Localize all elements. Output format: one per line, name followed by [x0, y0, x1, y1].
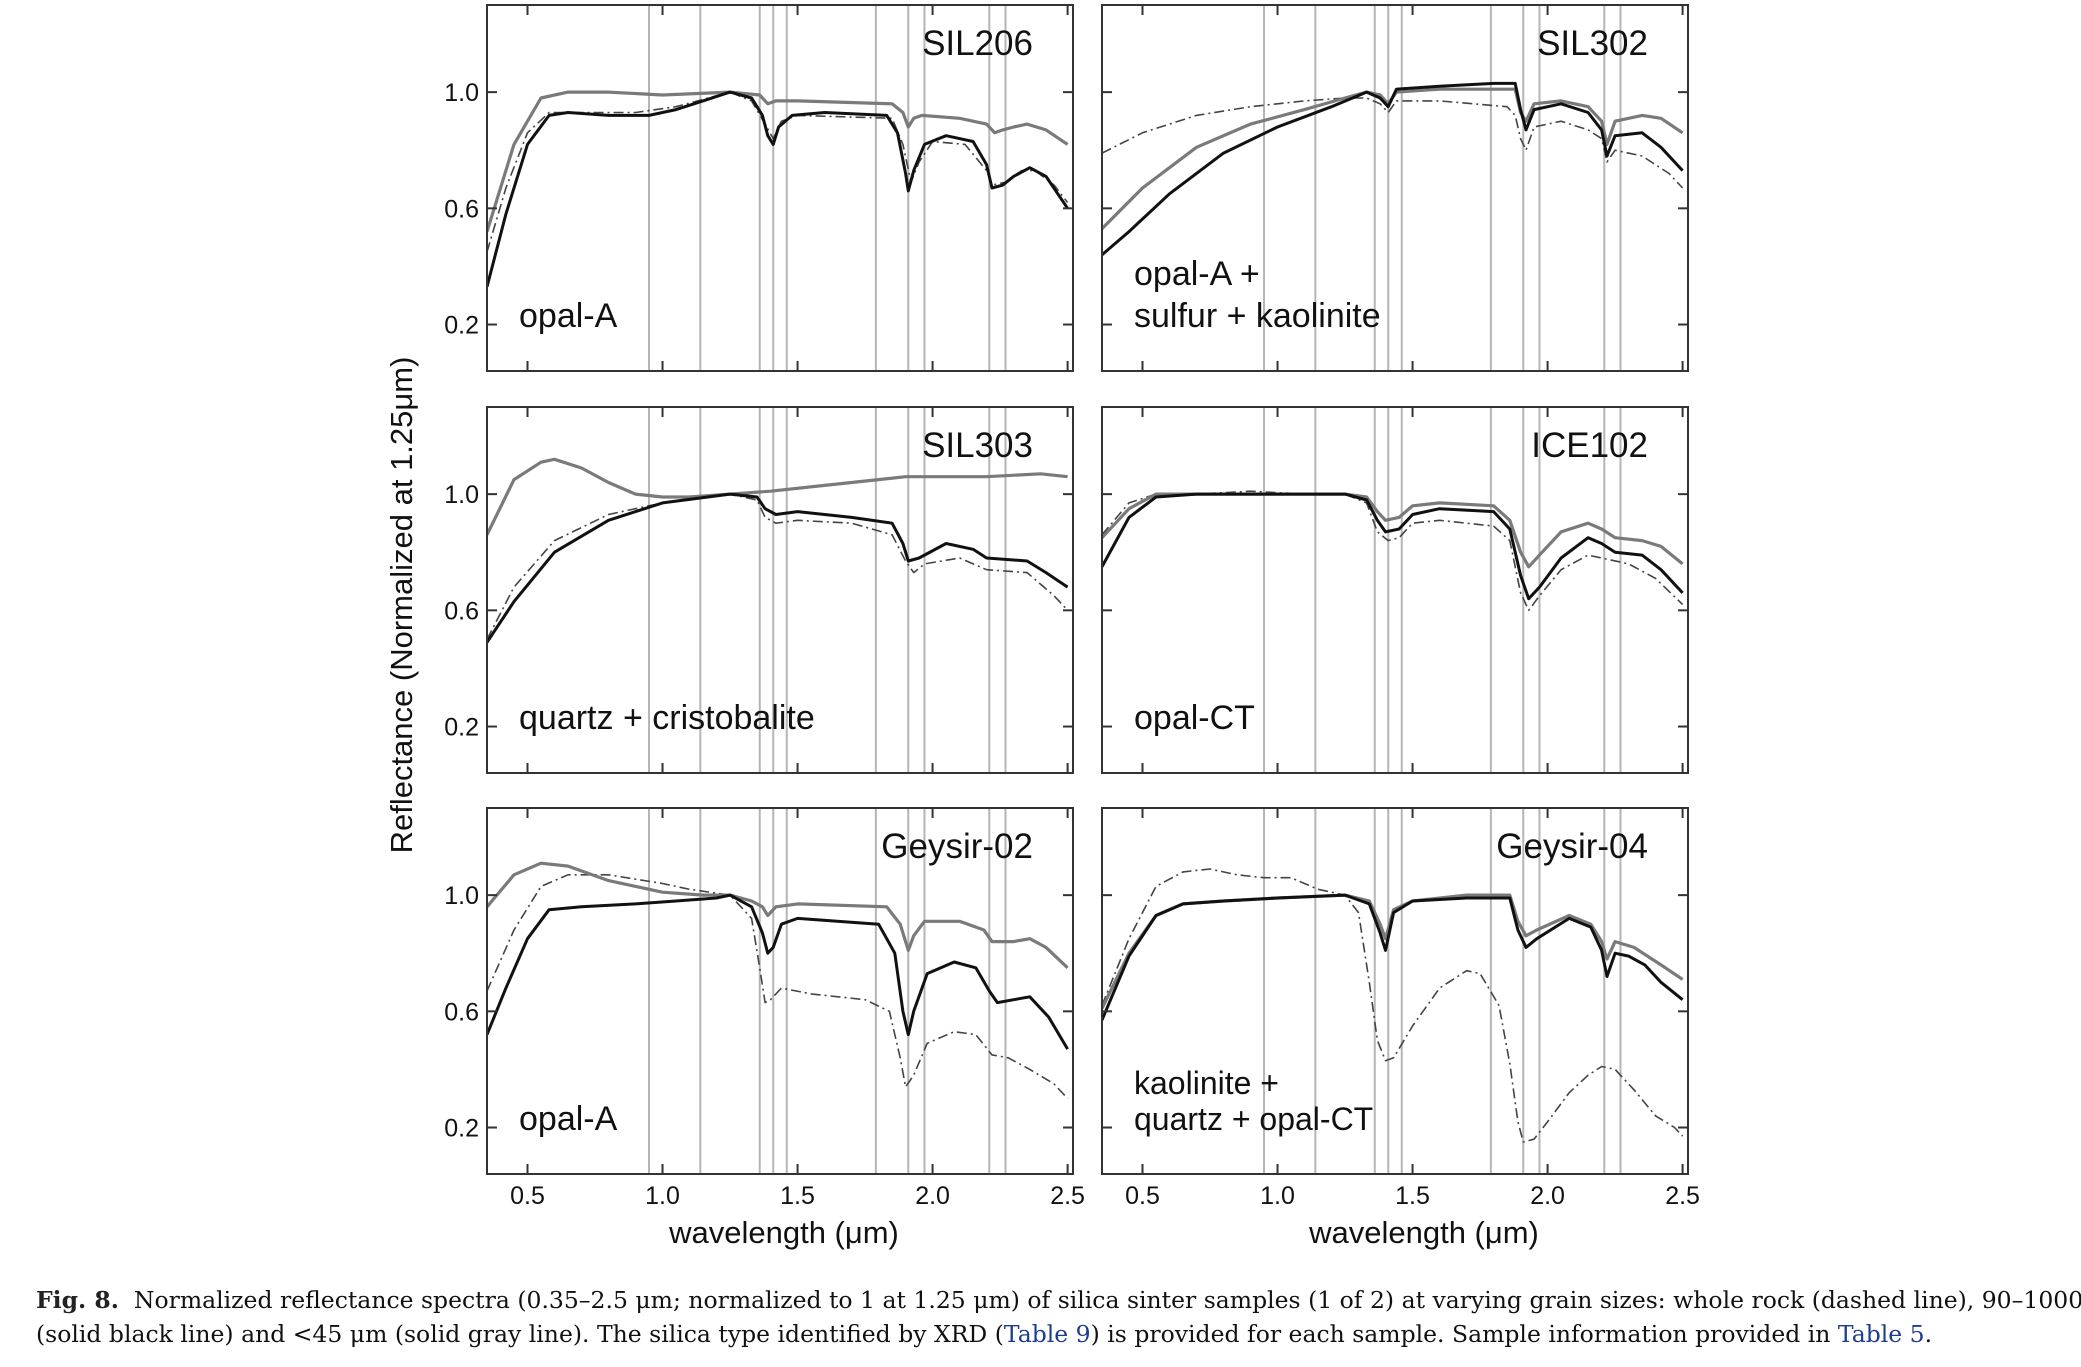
x-tick-label: 1.0 — [1260, 1182, 1295, 1210]
series-line-black — [1102, 492, 1684, 601]
y-tick-label: 0.6 — [444, 998, 479, 1026]
panel-frame — [486, 4, 1074, 372]
series-line-dashed — [1102, 490, 1684, 612]
silica-type-label: opal-CT — [1134, 699, 1255, 737]
series-line-dashed — [487, 91, 1069, 253]
panel-sil303: 0.2 0.6 1.0 SIL303 quartz + cristobalite — [444, 406, 1074, 774]
silica-type-label: opal-A — [519, 1100, 618, 1138]
y-tick-label: 0.2 — [444, 312, 479, 340]
figure-caption: Fig. 8. Normalized reflectance spectra (… — [36, 1283, 2081, 1351]
series-line-black — [487, 893, 1069, 1050]
series-line-black — [487, 492, 1069, 644]
silica-type-label: quartz + cristobalite — [519, 699, 815, 737]
table-5-link[interactable]: Table 5 — [1837, 1320, 1925, 1348]
panel-sil302: SIL302 opal-A + sulfur + kaolinite — [1101, 4, 1689, 372]
y-tick-label: 0.2 — [444, 1115, 479, 1143]
series-line-dashed — [487, 874, 1069, 1100]
spectra-figure: Reflectance (Normalized at 1.25μm) 0.20.… — [384, 4, 1700, 1250]
sample-name: Geysir-02 — [881, 827, 1033, 866]
series-line-gray — [487, 861, 1069, 969]
silica-type-label: sulfur + kaolinite — [1134, 297, 1381, 335]
panel-sil206: 0.2 0.6 1.0 SIL206 opal-A — [444, 4, 1074, 372]
x-tick-label: 2.5 — [1050, 1182, 1085, 1210]
y-tick-label: 0.6 — [444, 195, 479, 223]
panel-frame — [1101, 4, 1689, 372]
series-line-dashed — [1102, 97, 1684, 189]
series-line-black — [487, 90, 1069, 288]
x-tick-label: 2.0 — [1530, 1182, 1565, 1210]
series-line-dashed — [1102, 868, 1684, 1143]
table-9-link[interactable]: Table 9 — [1003, 1320, 1091, 1348]
x-tick-label: 1.0 — [645, 1182, 680, 1210]
y-tick-label: 0.2 — [444, 714, 479, 742]
x-tick-label: 1.5 — [1395, 1182, 1430, 1210]
x-tick-label: 2.0 — [915, 1182, 950, 1210]
series-line-gray — [1102, 87, 1684, 230]
series-line-black — [1102, 81, 1684, 256]
sample-name: SIL303 — [922, 426, 1033, 465]
panel-frame — [1101, 406, 1689, 774]
series-line-gray — [487, 90, 1069, 233]
x-tick-label: 0.5 — [510, 1182, 545, 1210]
panel-frame — [486, 807, 1074, 1175]
series-line-dashed — [487, 493, 1069, 640]
panel-grid: 0.2 0.6 1.0 SIL206 opal-A SIL302 opal-A + sulfu… — [444, 4, 1700, 1210]
y-axis-label: Reflectance (Normalized at 1.25μm) — [384, 357, 419, 854]
x-tick-label: 2.5 — [1665, 1182, 1700, 1210]
caption-line-2: (solid black line) and <45 μm (solid gra… — [36, 1317, 2046, 1351]
sample-name: SIL206 — [922, 24, 1033, 63]
sample-name: ICE102 — [1531, 426, 1648, 465]
x-axis-label-right: wavelength (μm) — [1308, 1215, 1539, 1250]
panel-geysir-04: 0.5 1.0 1.5 2.0 2.5 Geysir-04 kaolinite +quart… — [1101, 807, 1700, 1210]
x-tick-label: 0.5 — [1125, 1182, 1160, 1210]
x-tick-label: 1.5 — [780, 1182, 815, 1210]
silica-type-label: opal-A + — [1134, 255, 1260, 293]
y-tick-label: 0.6 — [444, 597, 479, 625]
caption-text-2c: . — [1924, 1320, 1933, 1348]
caption-text-2a: (solid black line) and <45 μm (solid gra… — [36, 1320, 1004, 1348]
caption-label: Fig. 8. — [36, 1286, 119, 1314]
sample-name: Geysir-04 — [1496, 827, 1648, 866]
series-line-black — [1102, 893, 1684, 1021]
sample-name: SIL302 — [1537, 24, 1648, 63]
y-tick-label: 1.0 — [444, 79, 479, 107]
panel-frame — [1101, 807, 1689, 1175]
y-tick-label: 1.0 — [444, 481, 479, 509]
silica-type-label: opal-A — [519, 297, 618, 335]
silica-type-label: kaolinite + — [1134, 1065, 1279, 1101]
caption-text-1: Normalized reflectance spectra (0.35–2.5… — [133, 1286, 2081, 1314]
caption-text-2b: ) is provided for each sample. Sample in… — [1090, 1320, 1838, 1348]
panel-geysir-02: 0.2 0.6 1.0 0.5 1.0 1.5 2.0 2.5 Geysir-02 opal-A — [444, 807, 1085, 1210]
x-axis-label-left: wavelength (μm) — [668, 1215, 899, 1250]
panel-frame — [486, 406, 1074, 774]
silica-type-label: quartz + opal-CT — [1134, 1101, 1373, 1137]
y-tick-label: 1.0 — [444, 882, 479, 910]
panel-ice102: ICE102 opal-CT — [1101, 406, 1689, 774]
caption-line-1: Fig. 8. Normalized reflectance spectra (… — [36, 1283, 2081, 1317]
